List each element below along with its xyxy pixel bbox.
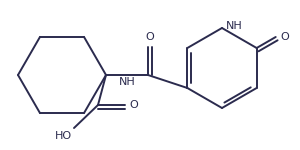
Text: HO: HO xyxy=(55,131,72,141)
Text: O: O xyxy=(281,32,290,42)
Text: NH: NH xyxy=(226,21,243,31)
Text: O: O xyxy=(129,100,138,110)
Text: O: O xyxy=(146,32,154,42)
Text: NH: NH xyxy=(118,77,135,87)
